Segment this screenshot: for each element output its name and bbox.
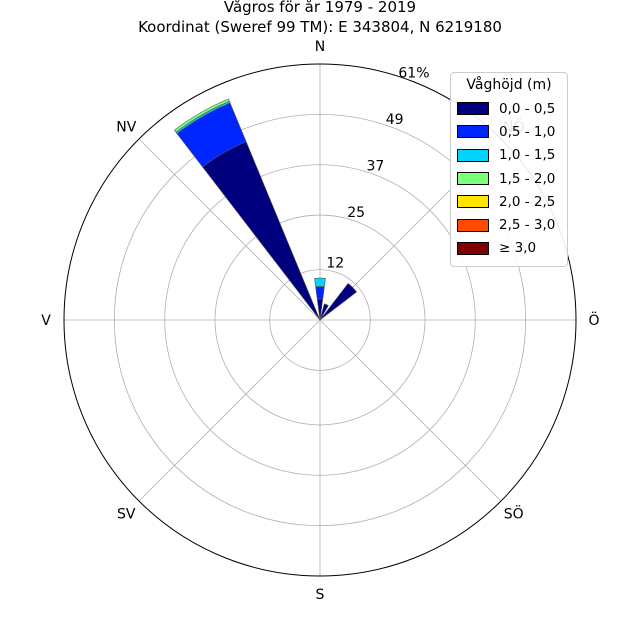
bar-segment xyxy=(315,286,325,300)
legend-swatch xyxy=(457,241,489,255)
legend-item: 0,5 - 1,0 xyxy=(457,120,561,143)
grid-spoke xyxy=(319,319,502,502)
direction-label: V xyxy=(41,313,51,329)
radial-tick-label: 25 xyxy=(347,205,365,221)
legend-title: Våghöjd (m) xyxy=(466,77,552,93)
legend-swatch xyxy=(457,172,489,186)
radial-tick-label: 37 xyxy=(367,159,385,175)
legend-label: 2,0 - 2,5 xyxy=(499,193,556,210)
direction-label: SÖ xyxy=(504,505,524,523)
direction-label: S xyxy=(316,587,325,603)
legend-item: 0,0 - 0,5 xyxy=(457,97,561,120)
legend-label: 0,5 - 1,0 xyxy=(499,123,556,140)
legend-label: ≥ 3,0 xyxy=(499,240,537,257)
legend-swatch xyxy=(457,125,489,139)
bar-segment xyxy=(319,282,358,321)
grid-spoke xyxy=(138,138,321,321)
legend-swatch xyxy=(457,148,489,162)
chart-title: Vågros för år 1979 - 2019 xyxy=(223,0,417,16)
legend-label: 1,0 - 1,5 xyxy=(499,147,556,164)
bar-segment xyxy=(314,277,326,288)
legend-swatch xyxy=(457,218,489,232)
chart-subtitle: Koordinat (Sweref 99 TM): E 343804, N 62… xyxy=(138,18,502,36)
direction-label: NV xyxy=(116,119,136,135)
legend-label: 0,0 - 0,5 xyxy=(499,100,556,117)
legend-swatch xyxy=(457,195,489,209)
legend-label: 2,5 - 3,0 xyxy=(499,217,556,234)
legend-item: 1,0 - 1,5 xyxy=(457,144,561,167)
direction-label: N xyxy=(315,39,325,55)
bar-segment xyxy=(202,141,321,321)
legend-item: ≥ 3,0 xyxy=(457,237,561,260)
radial-tick-label: 49 xyxy=(386,112,404,128)
legend-item: 2,5 - 3,0 xyxy=(457,213,561,236)
legend: Våghöjd (m) 0,0 - 0,5 0,5 - 1,0 1,0 - 1,5 1… xyxy=(450,72,568,268)
bar-segment xyxy=(173,98,230,133)
direction-label: Ö xyxy=(588,311,599,329)
grid-spoke xyxy=(138,319,321,502)
legend-swatch xyxy=(457,102,489,116)
legend-item: 2,0 - 2,5 xyxy=(457,190,561,213)
legend-item: 1,5 - 2,0 xyxy=(457,167,561,190)
direction-label: SV xyxy=(117,507,136,523)
legend-label: 1,5 - 2,0 xyxy=(499,170,556,187)
bar-segment xyxy=(319,303,329,321)
radial-tick-label: 12 xyxy=(326,255,344,271)
radial-tick-label: 61% xyxy=(398,65,429,81)
outer-circle xyxy=(63,63,577,577)
